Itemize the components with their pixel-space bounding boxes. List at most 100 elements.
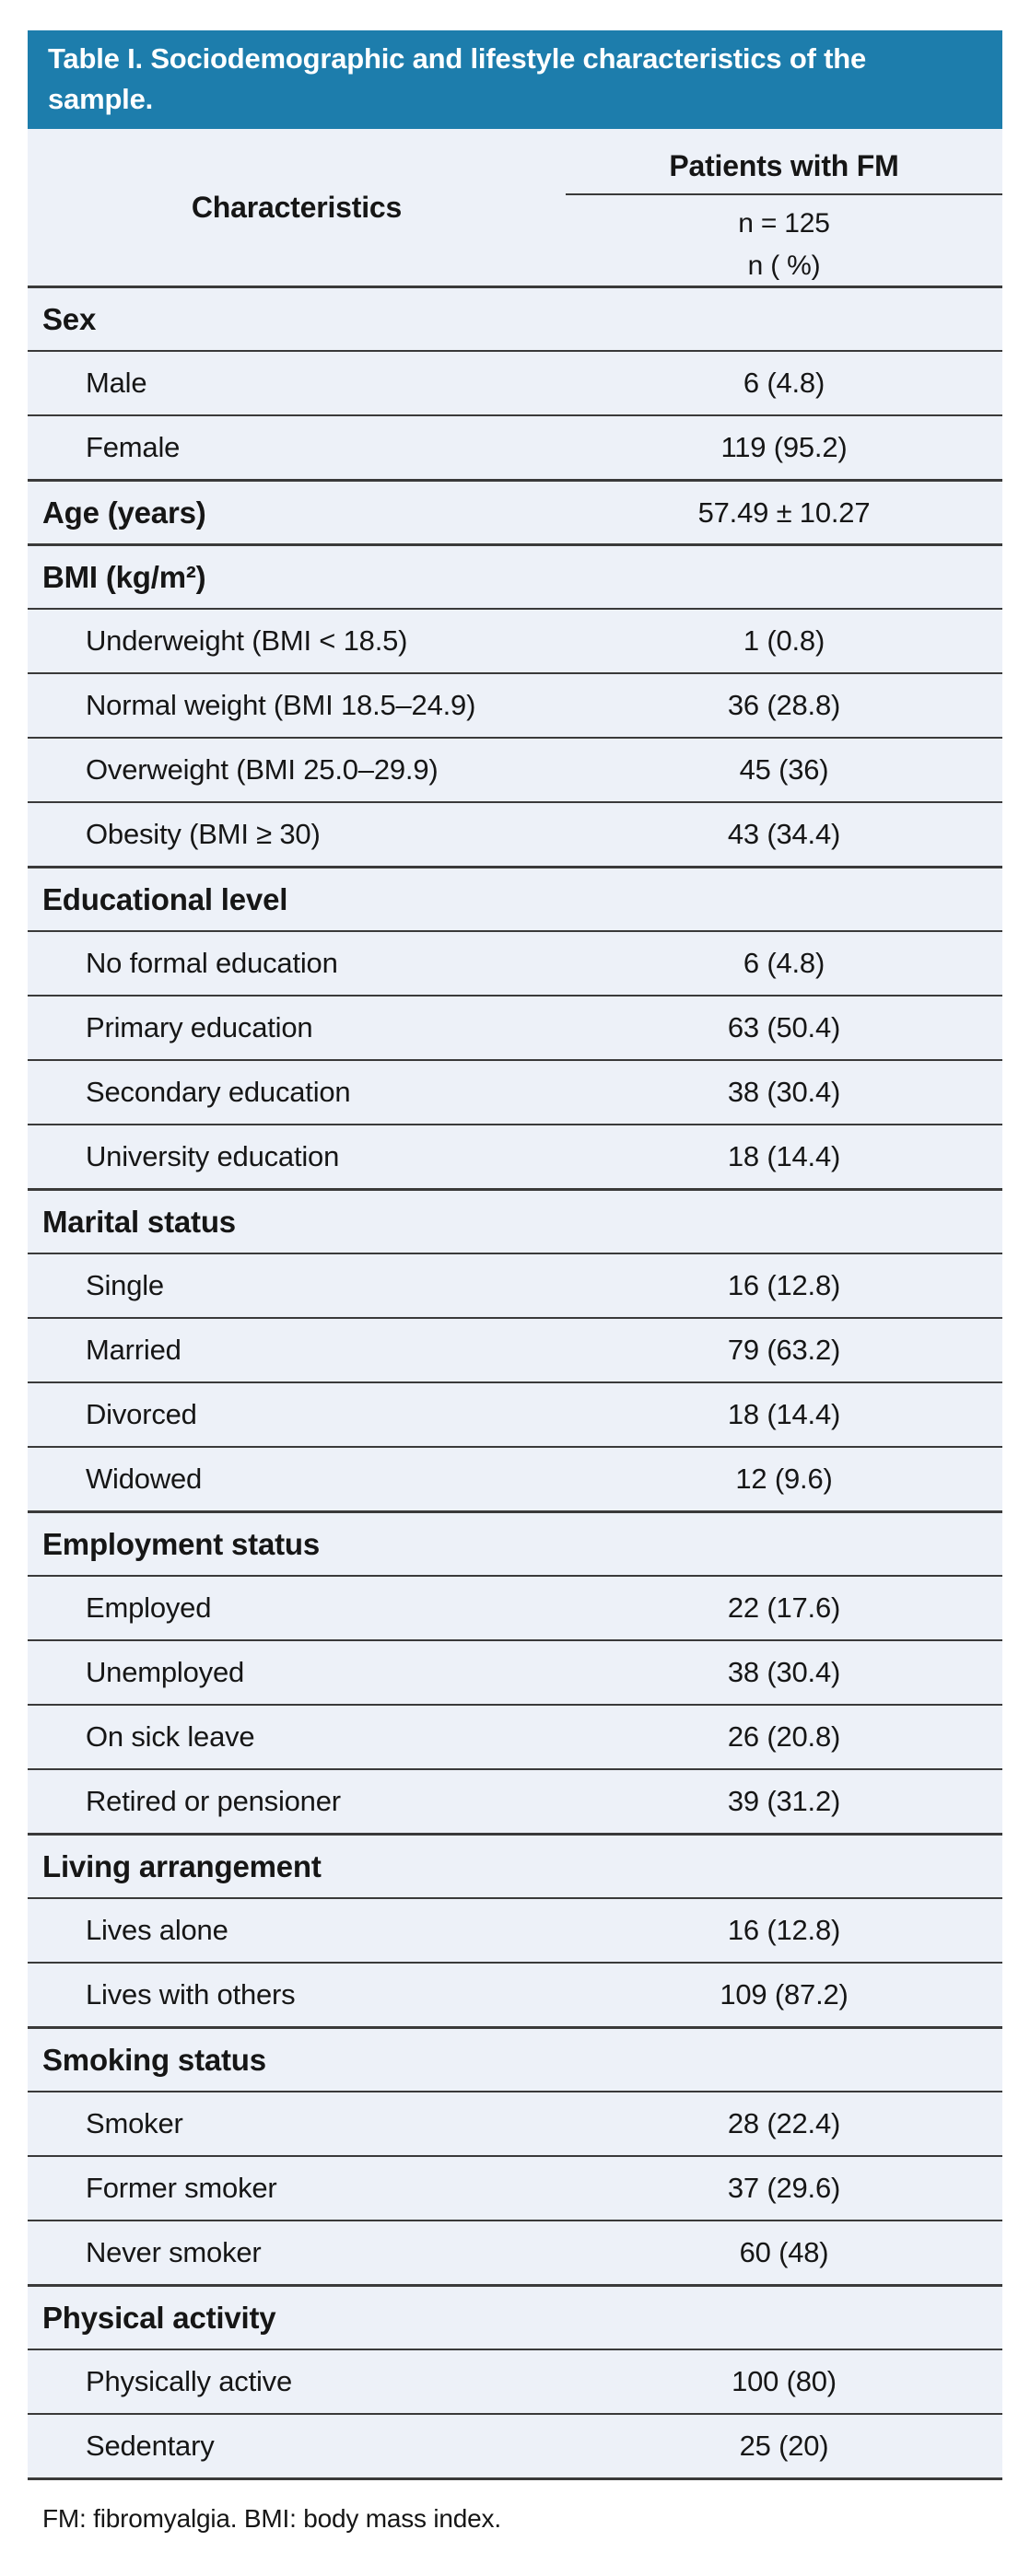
row-label: Marital status xyxy=(42,1204,236,1239)
row-label: Widowed xyxy=(86,1463,203,1495)
row-value: 100 (80) xyxy=(732,2365,837,2397)
table-rows: Sex Male 6 (4.8) Female 119 (95.2) Age (ye… xyxy=(28,286,1002,2477)
row-label: Employed xyxy=(86,1591,212,1624)
table-row: Smoker 28 (22.4) xyxy=(28,2091,1002,2155)
table-row: Never smoker 60 (48) xyxy=(28,2220,1002,2284)
row-label: Unemployed xyxy=(86,1656,245,1688)
table-row: Single 16 (12.8) xyxy=(28,1253,1002,1317)
column-header-patients-with-fm: Patients with FM xyxy=(669,149,899,182)
table-row: Employed 22 (17.6) xyxy=(28,1575,1002,1639)
table-section-row: Sex xyxy=(28,286,1002,350)
column-header-characteristics: Characteristics xyxy=(191,190,403,224)
table-row: Married 79 (63.2) xyxy=(28,1317,1002,1381)
row-label: Lives with others xyxy=(86,1978,296,2011)
table-section-row: Educational level xyxy=(28,866,1002,930)
table-row: Retired or pensioner 39 (31.2) xyxy=(28,1768,1002,1833)
table-row: Male 6 (4.8) xyxy=(28,350,1002,414)
row-label: Female xyxy=(86,431,181,463)
footnote: FM: fibromyalgia. BMI: body mass index. xyxy=(42,2504,501,2533)
table-section-row: BMI (kg/m²) xyxy=(28,543,1002,608)
header-underline xyxy=(566,193,1002,195)
row-label: Male xyxy=(86,367,147,399)
row-value: 109 (87.2) xyxy=(720,1978,849,2011)
table-row: On sick leave 26 (20.8) xyxy=(28,1704,1002,1768)
table-row: Divorced 18 (14.4) xyxy=(28,1381,1002,1446)
row-label: No formal education xyxy=(86,947,338,979)
row-value: 6 (4.8) xyxy=(743,947,825,979)
row-label: BMI (kg/m²) xyxy=(42,559,206,594)
row-label: Smoking status xyxy=(42,2042,266,2077)
table-row: No formal education 6 (4.8) xyxy=(28,930,1002,995)
table-row: Lives with others 109 (87.2) xyxy=(28,1962,1002,2026)
row-label: Normal weight (BMI 18.5–24.9) xyxy=(86,689,476,721)
table-row: Overweight (BMI 25.0–29.9) 45 (36) xyxy=(28,737,1002,801)
row-value: 6 (4.8) xyxy=(743,367,825,399)
row-value: 18 (14.4) xyxy=(727,1398,841,1430)
row-label: Sedentary xyxy=(86,2430,215,2462)
row-label: Living arrangement xyxy=(42,1848,322,1883)
row-label: Obesity (BMI ≥ 30) xyxy=(86,818,321,850)
table-section-row: Living arrangement xyxy=(28,1833,1002,1897)
row-label: Primary education xyxy=(86,1011,313,1043)
table-row: Lives alone 16 (12.8) xyxy=(28,1897,1002,1962)
table-row: Female 119 (95.2) xyxy=(28,414,1002,479)
row-label: Smoker xyxy=(86,2107,183,2139)
row-label: Single xyxy=(86,1269,164,1301)
row-value: 60 (48) xyxy=(739,2236,829,2268)
row-label: Age (years) xyxy=(42,495,206,530)
row-label: Overweight (BMI 25.0–29.9) xyxy=(86,753,439,786)
table-row: Physically active 100 (80) xyxy=(28,2349,1002,2413)
row-label: Secondary education xyxy=(86,1076,351,1108)
table-row: University education 18 (14.4) xyxy=(28,1124,1002,1188)
row-value: 12 (9.6) xyxy=(735,1463,833,1495)
table-row: Underweight (BMI < 18.5) 1 (0.8) xyxy=(28,608,1002,672)
row-value: 37 (29.6) xyxy=(727,2172,841,2204)
row-value: 25 (20) xyxy=(739,2430,829,2462)
table-row: Primary education 63 (50.4) xyxy=(28,995,1002,1059)
row-label: Physically active xyxy=(86,2365,293,2397)
row-value: 119 (95.2) xyxy=(720,431,848,463)
table-section-row: Age (years) 57.49 ± 10.27 xyxy=(28,479,1002,543)
row-value: 38 (30.4) xyxy=(727,1076,841,1108)
row-value: 57.49 ± 10.27 xyxy=(697,495,871,529)
row-value: 43 (34.4) xyxy=(727,818,841,850)
row-value: 16 (12.8) xyxy=(727,1269,841,1301)
row-label: Underweight (BMI < 18.5) xyxy=(86,624,408,657)
row-value: 1 (0.8) xyxy=(743,624,825,657)
table-row: Normal weight (BMI 18.5–24.9) 36 (28.8) xyxy=(28,672,1002,737)
table-section-row: Physical activity xyxy=(28,2284,1002,2349)
table-section-row: Smoking status xyxy=(28,2026,1002,2091)
table-section-row: Employment status xyxy=(28,1510,1002,1575)
row-value: 38 (30.4) xyxy=(727,1656,841,1688)
row-label: Lives alone xyxy=(86,1914,228,1946)
table-row: Unemployed 38 (30.4) xyxy=(28,1639,1002,1704)
table-row: Former smoker 37 (29.6) xyxy=(28,2155,1002,2220)
row-label: Never smoker xyxy=(86,2236,262,2268)
row-label: Divorced xyxy=(86,1398,197,1430)
column-header-group-block: Patients with FM n = 125 n ( %) xyxy=(566,129,1002,286)
row-value: 28 (22.4) xyxy=(727,2107,841,2139)
table-row: Sedentary 25 (20) xyxy=(28,2413,1002,2477)
row-label: Physical activity xyxy=(42,2300,276,2335)
table-header: Characteristics Patients with FM n = 125… xyxy=(28,129,1002,286)
row-value: 39 (31.2) xyxy=(727,1785,841,1817)
row-label: University education xyxy=(86,1140,340,1172)
table-card: Table I. Sociodemographic and lifestyle … xyxy=(28,30,1002,2480)
row-label: Educational level xyxy=(42,881,288,916)
row-value: 22 (17.6) xyxy=(727,1591,841,1624)
row-value: 45 (36) xyxy=(739,753,829,786)
row-label: Sex xyxy=(42,301,97,336)
column-subheader-percent: n ( %) xyxy=(747,251,821,281)
table-title: Table I. Sociodemographic and lifestyle … xyxy=(28,30,1002,129)
row-value: 36 (28.8) xyxy=(727,689,841,721)
row-label: On sick leave xyxy=(86,1720,255,1753)
table: Characteristics Patients with FM n = 125… xyxy=(28,129,1002,2480)
table-section-row: Marital status xyxy=(28,1188,1002,1253)
row-label: Former smoker xyxy=(86,2172,277,2204)
row-value: 63 (50.4) xyxy=(727,1011,841,1043)
row-value: 79 (63.2) xyxy=(727,1334,841,1366)
row-label: Married xyxy=(86,1334,181,1366)
row-value: 18 (14.4) xyxy=(727,1140,841,1172)
row-value: 26 (20.8) xyxy=(727,1720,841,1753)
